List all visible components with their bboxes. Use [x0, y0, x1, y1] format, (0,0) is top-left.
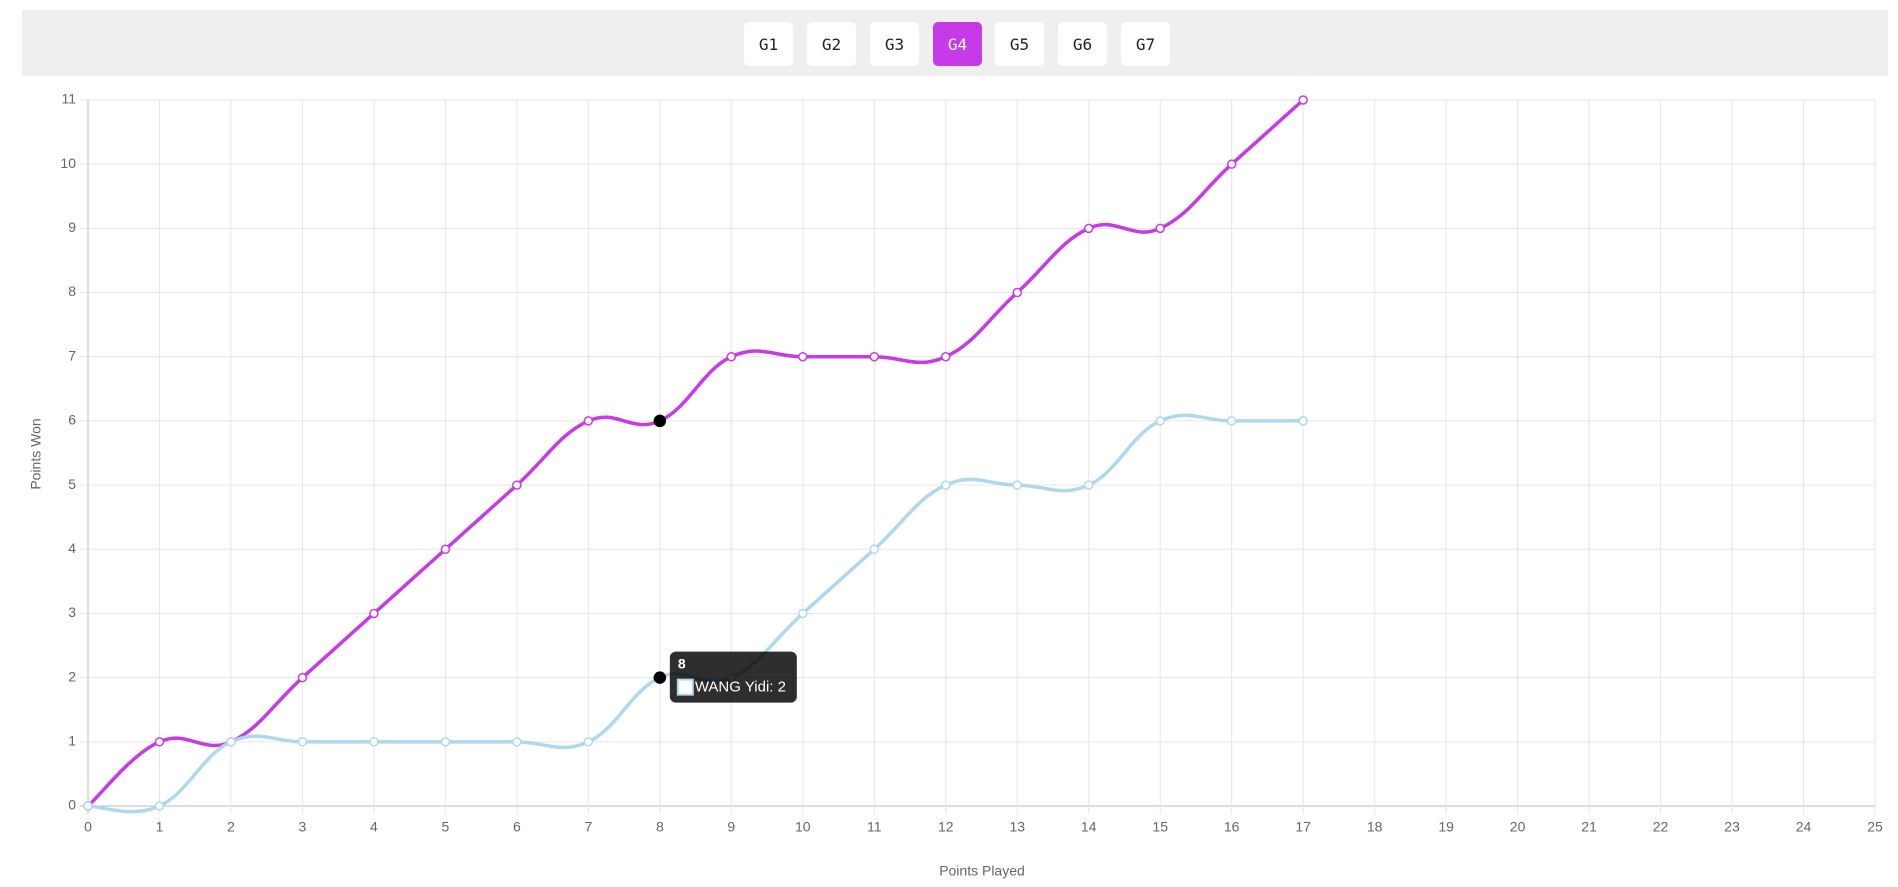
data-point [440, 544, 451, 555]
x-tick-label: 0 [84, 819, 92, 835]
tooltip-swatch [676, 678, 694, 696]
data-point [297, 737, 308, 747]
data-point [1226, 416, 1237, 426]
x-tick-label: 19 [1438, 819, 1454, 835]
x-tick-label: 20 [1510, 819, 1526, 835]
data-point [1155, 223, 1165, 234]
y-tick-label: 0 [68, 797, 76, 813]
y-tick-label: 7 [68, 347, 76, 363]
game-tab[interactable]: G7 [1121, 22, 1170, 66]
y-tick-label: 1 [68, 733, 76, 749]
x-tick-label: 1 [156, 819, 164, 835]
data-point [440, 737, 451, 747]
tooltip: 8 WANG Yidi: 2 [669, 651, 797, 703]
data-point [512, 737, 522, 747]
x-tick-label: 4 [370, 819, 378, 835]
x-tick-label: 13 [1009, 819, 1025, 835]
game-tabs: G1 G2 G3 G4 G5 G6 G7 [22, 10, 1888, 76]
data-point [1226, 159, 1237, 169]
data-point [1012, 287, 1022, 298]
data-point [512, 480, 522, 490]
x-tick-label: 22 [1653, 819, 1669, 835]
data-point [1012, 480, 1022, 490]
y-tick-label: 8 [68, 283, 76, 299]
series-line [86, 98, 1305, 808]
data-point [869, 544, 880, 555]
data-point [83, 801, 93, 811]
y-tick-label: 9 [68, 219, 76, 235]
x-tick-label: 8 [656, 819, 664, 835]
data-point [583, 737, 594, 747]
y-tick-label: 11 [61, 91, 76, 107]
game-tab[interactable]: G1 [744, 22, 793, 66]
game-tab[interactable]: G3 [870, 22, 919, 66]
x-tick-label: 7 [584, 819, 592, 835]
x-tick-label: 18 [1367, 819, 1383, 835]
y-tick-label: 6 [68, 412, 76, 428]
x-tick-label: 15 [1152, 819, 1168, 835]
x-tick-label: 14 [1081, 819, 1097, 835]
y-tick-label: 5 [68, 476, 76, 492]
y-tick-label: 2 [68, 668, 76, 684]
y-tick-label: 4 [68, 540, 76, 556]
x-tick-label: 3 [299, 819, 307, 835]
x-tick-label: 21 [1581, 819, 1597, 835]
x-tick-label: 11 [867, 819, 882, 835]
y-axis-label: Points Won [28, 418, 44, 489]
data-point [154, 737, 165, 747]
x-tick-label: 10 [795, 819, 811, 835]
data-point [1083, 223, 1094, 234]
data-point [369, 608, 379, 619]
data-point [941, 480, 951, 490]
tooltip-title: 8 [678, 655, 686, 671]
y-tick-label: 3 [68, 604, 76, 620]
x-tick-label: 16 [1224, 819, 1240, 835]
game-tab[interactable]: G5 [995, 22, 1044, 66]
data-point [726, 351, 737, 362]
data-point [798, 608, 808, 619]
game-tab[interactable]: G2 [807, 22, 856, 66]
data-point [1298, 95, 1308, 105]
data-point [297, 672, 308, 683]
x-tick-label: 17 [1295, 819, 1311, 835]
tooltip-box [669, 651, 797, 703]
x-tick-label: 2 [227, 819, 235, 835]
data-point [941, 351, 951, 362]
x-tick-label: 12 [938, 819, 954, 835]
x-tick-label: 25 [1867, 819, 1883, 835]
y-tick-label: 10 [60, 155, 76, 171]
data-point [1298, 416, 1308, 426]
game-tab[interactable]: G6 [1058, 22, 1107, 66]
data-point [798, 351, 808, 362]
x-tick-label: 5 [442, 819, 450, 835]
x-tick-label: 24 [1796, 819, 1812, 835]
data-point [869, 351, 880, 362]
data-point [1155, 416, 1165, 426]
data-point [154, 801, 165, 811]
x-tick-label: 9 [727, 819, 735, 835]
data-point [369, 737, 379, 747]
data-point [653, 414, 667, 428]
x-axis-label: Points Played [939, 863, 1025, 879]
data-point [1083, 480, 1094, 490]
data-point [653, 671, 667, 684]
data-point [226, 737, 236, 747]
x-tick-label: 23 [1724, 819, 1740, 835]
tooltip-text: WANG Yidi: 2 [695, 679, 786, 696]
game-tab[interactable]: G4 [933, 22, 982, 66]
x-tick-label: 6 [513, 819, 521, 835]
data-point [583, 416, 594, 426]
